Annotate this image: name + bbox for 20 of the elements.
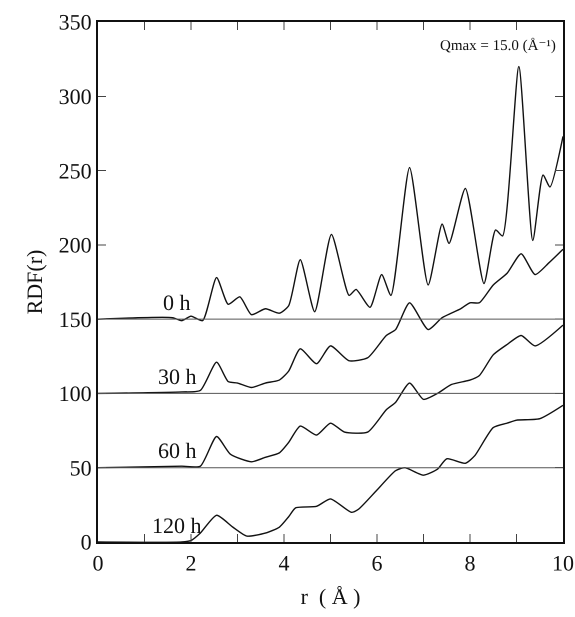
series-label: 0 h [163,290,190,315]
x-tick-label: 6 [372,550,382,576]
y-tick-label: 350 [58,10,92,35]
y-tick-label: 100 [58,381,92,406]
x-tick-label: 10 [552,550,574,576]
y-tick-label: 300 [58,84,92,109]
x-tick-label: 4 [278,550,290,576]
y-tick-label: 200 [58,232,92,258]
x-tick-label: 2 [186,550,196,576]
x-axis-title: r ( Å ) [300,584,360,609]
y-tick-label: 250 [58,158,92,184]
y-tick-label: 0 [80,530,92,555]
y-axis-title: RDF(r) [22,250,47,314]
series-label: 30 h [158,364,196,389]
annotation: Qmax = 15.0 (Å⁻¹) [440,37,556,54]
x-tick-label: 8 [464,550,476,576]
y-tick-label: 150 [58,306,92,332]
series-label: 60 h [158,438,196,463]
series-label: 120 h [152,513,202,538]
y-tick-label: 50 [70,455,92,480]
